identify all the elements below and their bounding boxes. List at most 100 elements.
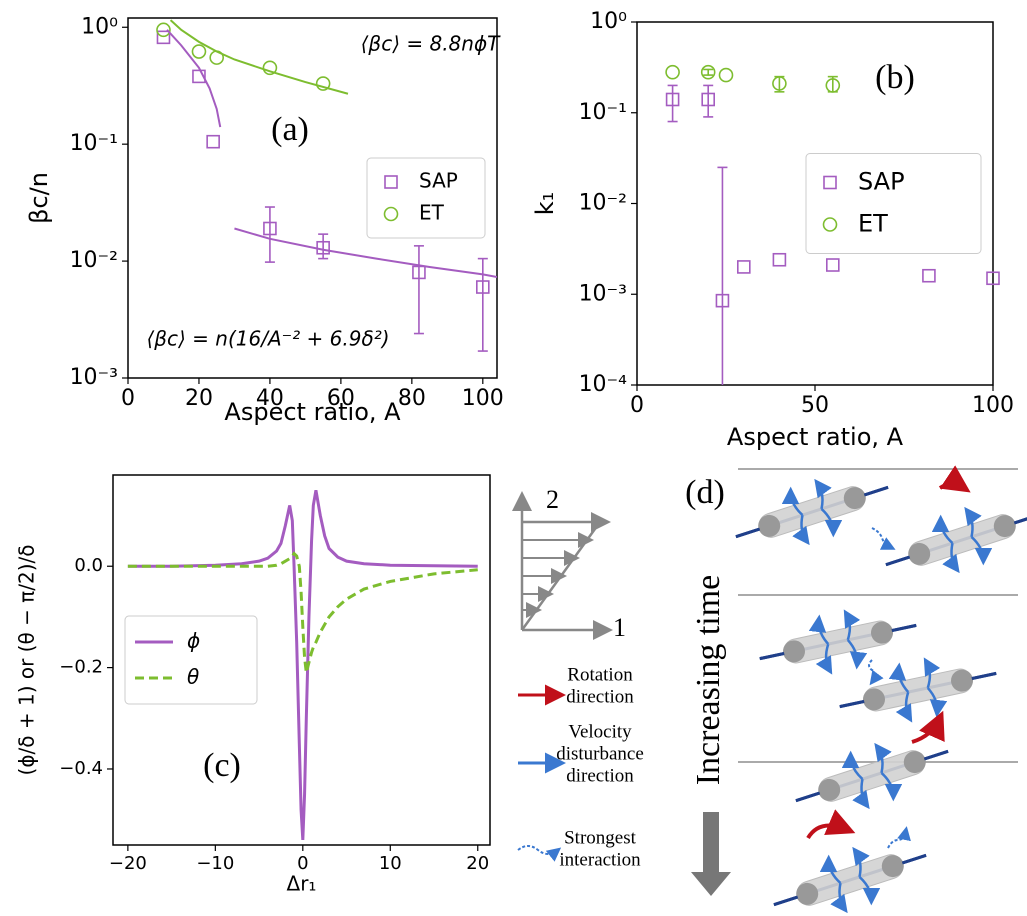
error-bar [703,68,714,76]
y-tick-label: 10⁻³ [579,281,627,306]
x-tick-label: 100 [972,393,1014,418]
marker [263,221,277,236]
velocity-arrow [792,514,810,546]
velocity-arrow [931,514,954,545]
marker [825,78,841,93]
error-bar [318,233,329,260]
velocity-arrow [781,486,804,517]
rod [773,846,927,914]
x-tick-label: 60 [327,386,355,411]
velocity-arrow [846,639,868,670]
rod-end [843,487,866,510]
y-tick-label: 0.0 [74,555,103,576]
x-tick-label: 50 [801,393,829,418]
chart: −20 −10 0 10 20 −0.4 −0.2 0.0 Δr₁ (ϕ/δ + 1) or (θ… [15,474,491,896]
rod-end [818,778,841,801]
marker [192,69,206,84]
marker [718,67,734,83]
error-bar [477,257,488,352]
rod-axis [759,651,785,661]
rod [885,506,1027,574]
rod-end [903,751,926,774]
rotation-arrow [938,465,971,493]
x-tick-label: 0 [121,386,135,411]
error-bar [703,84,714,118]
velocity-arrow [970,535,993,566]
velocity-arrow [964,506,982,538]
rod-axis [795,791,821,803]
marker [825,258,840,272]
marker [700,64,716,80]
time-label: Increasing time [690,575,727,786]
velocity-arrow [843,609,861,641]
velocity-arrow [841,750,864,781]
error-bar [413,245,424,335]
marker [823,175,837,190]
diagram-legend-label: direction [566,765,634,786]
marker [772,76,787,91]
x-axis-label: Aspect ratio, A [224,398,401,426]
velocity-arrow [858,875,881,906]
marker [262,60,278,76]
marker [206,134,220,149]
panel-label: (a) [271,111,309,148]
velocity-arrow [926,687,948,718]
x-tick-label: 10 [379,853,402,874]
rod-end [908,542,931,565]
y-tick-label: −0.2 [59,657,103,678]
rod-end [871,621,894,644]
y-tick-label: 10⁻¹ [70,131,118,156]
velocity-arrow [880,771,903,802]
y-tick-label: 10⁻³ [70,365,118,390]
rod [759,609,917,675]
marker [383,206,399,222]
y-tick-label: 10⁻² [579,191,627,216]
velocity-arrow [852,846,870,878]
interaction [887,826,911,849]
y-tick-label: 10⁻⁴ [579,372,628,397]
error-bar [667,84,678,123]
line [166,29,222,128]
x-tick-label: −20 [109,853,147,874]
y-tick-label: 10⁻¹ [579,100,627,125]
error-bar [717,166,728,385]
velocity-arrow [814,478,832,510]
rod-axis [923,749,949,761]
diagram-legend-label: interaction [559,849,641,870]
y-tick-label: 10⁰ [590,9,627,34]
velocity-arrow [819,854,842,885]
plot-frame [127,17,498,379]
line [169,19,349,95]
rods [735,465,1027,914]
legend-box [805,153,982,254]
velocity-arrow [820,507,843,538]
x-tick-label: 100 [462,386,504,411]
legend-label: ϕ [187,629,200,653]
shear-axis-label: 2 [546,485,559,514]
marker [412,265,426,280]
rod-axis [773,895,799,907]
rod-end [782,640,805,663]
velocity-arrow [808,614,830,645]
rod-axis [891,623,917,633]
y-tick-label: 10⁰ [81,14,118,39]
diagram-legend-label: Strongest [564,827,637,848]
y-tick-label: −0.4 [59,758,103,779]
rod-end [796,882,819,905]
rod [795,742,949,810]
rotation-arrow [806,809,856,840]
y-axis-label: βc/n [25,172,53,224]
marker [476,280,490,294]
marker [665,64,680,80]
shear-axis-label: 1 [613,613,626,642]
annotation: ⟨βc⟩ = 8.8nϕT [361,32,502,56]
chart: 0 50 100 10⁻⁴ 10⁻³ 10⁻² 10⁻¹ 10⁰ Aspect ratio, A… [531,9,1014,451]
x-tick-label: 0 [297,853,308,874]
panel-label: (d) [685,474,725,511]
rod-end [862,688,885,711]
x-tick-label: 40 [256,386,284,411]
line [127,489,478,841]
rod-axis [901,853,927,865]
marker [315,76,331,91]
interaction [871,527,896,550]
